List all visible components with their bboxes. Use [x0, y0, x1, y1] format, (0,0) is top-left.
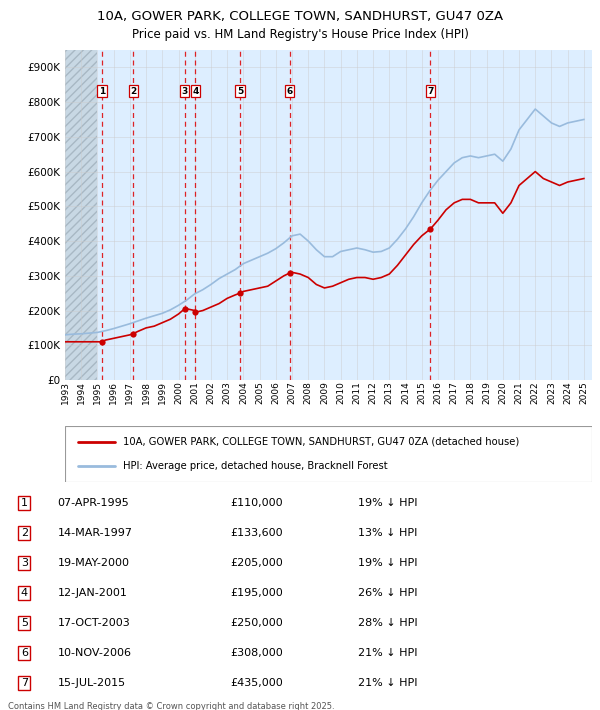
Text: HPI: Average price, detached house, Bracknell Forest: HPI: Average price, detached house, Brac…	[123, 462, 388, 471]
Text: 19% ↓ HPI: 19% ↓ HPI	[358, 498, 418, 508]
Text: 13% ↓ HPI: 13% ↓ HPI	[358, 528, 418, 538]
Text: 5: 5	[237, 87, 243, 96]
Text: 15-JUL-2015: 15-JUL-2015	[58, 678, 126, 688]
Text: 12-JAN-2001: 12-JAN-2001	[58, 588, 128, 598]
Text: 1: 1	[21, 498, 28, 508]
Text: 4: 4	[192, 87, 199, 96]
Text: 17-OCT-2003: 17-OCT-2003	[58, 618, 130, 628]
Text: 07-APR-1995: 07-APR-1995	[58, 498, 130, 508]
Text: £308,000: £308,000	[230, 648, 283, 658]
Text: £110,000: £110,000	[230, 498, 283, 508]
Text: 14-MAR-1997: 14-MAR-1997	[58, 528, 133, 538]
Text: 19-MAY-2000: 19-MAY-2000	[58, 558, 130, 568]
Text: £133,600: £133,600	[230, 528, 283, 538]
Text: 10-NOV-2006: 10-NOV-2006	[58, 648, 131, 658]
Text: £205,000: £205,000	[230, 558, 283, 568]
Text: £195,000: £195,000	[230, 588, 283, 598]
Text: 3: 3	[182, 87, 188, 96]
Text: Price paid vs. HM Land Registry's House Price Index (HPI): Price paid vs. HM Land Registry's House …	[131, 28, 469, 41]
Text: Contains HM Land Registry data © Crown copyright and database right 2025.
This d: Contains HM Land Registry data © Crown c…	[8, 702, 335, 710]
Text: 21% ↓ HPI: 21% ↓ HPI	[358, 648, 418, 658]
Text: 7: 7	[427, 87, 434, 96]
Text: 10A, GOWER PARK, COLLEGE TOWN, SANDHURST, GU47 0ZA (detached house): 10A, GOWER PARK, COLLEGE TOWN, SANDHURST…	[123, 437, 519, 447]
Text: 6: 6	[287, 87, 293, 96]
Text: £250,000: £250,000	[230, 618, 283, 628]
Text: 1: 1	[98, 87, 105, 96]
Text: 10A, GOWER PARK, COLLEGE TOWN, SANDHURST, GU47 0ZA: 10A, GOWER PARK, COLLEGE TOWN, SANDHURST…	[97, 10, 503, 23]
Text: 7: 7	[21, 678, 28, 688]
Text: 5: 5	[21, 618, 28, 628]
Bar	[65, 50, 97, 380]
Text: 19% ↓ HPI: 19% ↓ HPI	[358, 558, 418, 568]
Text: 6: 6	[21, 648, 28, 658]
Text: 28% ↓ HPI: 28% ↓ HPI	[358, 618, 418, 628]
Text: 21% ↓ HPI: 21% ↓ HPI	[358, 678, 418, 688]
Text: 2: 2	[21, 528, 28, 538]
Text: 4: 4	[21, 588, 28, 598]
Text: 26% ↓ HPI: 26% ↓ HPI	[358, 588, 418, 598]
Text: 2: 2	[130, 87, 136, 96]
Text: £435,000: £435,000	[230, 678, 283, 688]
Text: 3: 3	[21, 558, 28, 568]
